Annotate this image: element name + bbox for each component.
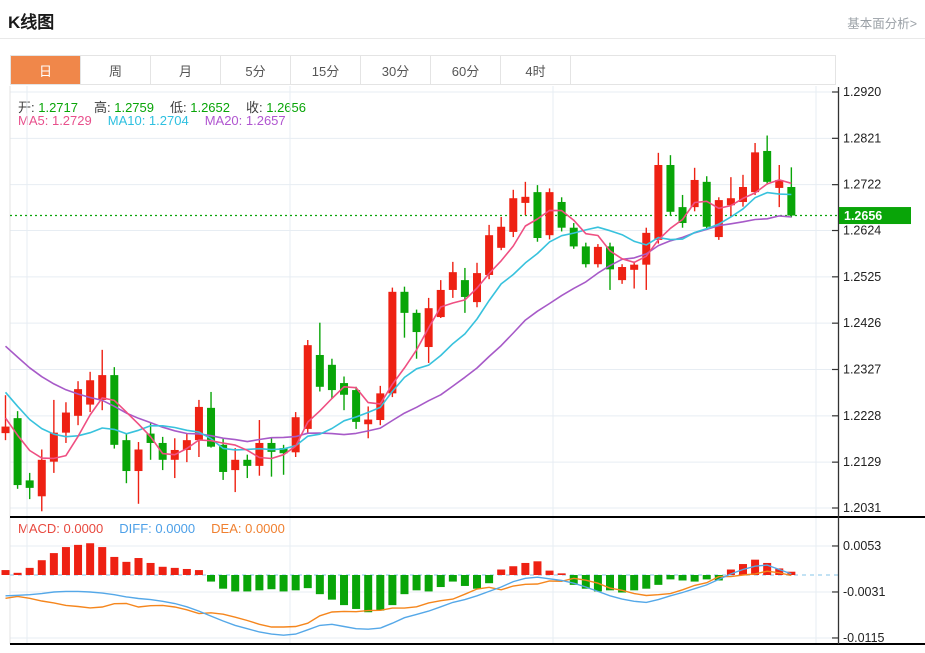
legend-item: 高: 1.2759 (94, 97, 154, 116)
axis-label: 1.2031 (843, 501, 881, 515)
legend-item: MACD: 0.0000 (18, 521, 103, 536)
axis-label: 1.2722 (843, 178, 881, 192)
legend-item: DIFF: 0.0000 (119, 521, 195, 536)
axis-label: 0.0053 (843, 539, 881, 553)
legend-item: DEA: 0.0000 (211, 521, 285, 536)
last-price-badge (839, 207, 911, 225)
axis-label: -0.0115 (843, 631, 885, 645)
tab-月[interactable]: 月 (151, 56, 221, 84)
chart-plot-area[interactable] (10, 86, 838, 644)
ohlc-legend: 开: 1.2717 高: 1.2759 低: 1.2652 收: 1.2656 (18, 97, 322, 116)
last-price-badge-text: 1.2656 (844, 209, 882, 223)
ma5-line (4, 179, 792, 460)
fundamental-analysis-link[interactable]: 基本面分析> (847, 17, 917, 31)
tab-日[interactable]: 日 (11, 56, 81, 84)
axis-label: 1.2920 (843, 85, 881, 99)
ma-legend: MA5: 1.2729 MA10: 1.2704 MA20: 1.2657 (18, 113, 302, 128)
page-title: K线图 (8, 13, 55, 32)
tab-5分[interactable]: 5分 (221, 56, 291, 84)
candles-layer (1, 135, 796, 512)
axis-label: 1.2525 (843, 270, 881, 284)
legend-item: 低: 1.2652 (170, 97, 230, 116)
axis-label: 1.2821 (843, 131, 881, 145)
title-divider (0, 38, 925, 39)
diff-line (5, 564, 792, 636)
axis-label: 1.2426 (843, 316, 881, 330)
period-tabstrip: 日周月 5分 15分 30分 60分 4时 (10, 55, 836, 85)
axis-label: 1.2624 (843, 224, 881, 238)
tab-30分[interactable]: 30分 (361, 56, 431, 84)
tab-15分[interactable]: 15分 (291, 56, 361, 84)
tab-4时[interactable]: 4时 (501, 56, 571, 84)
legend-item: MA20: 1.2657 (205, 113, 286, 128)
tab-周[interactable]: 周 (81, 56, 151, 84)
axis-label: -0.0031 (843, 585, 885, 599)
axis-label: 1.2228 (843, 409, 881, 423)
legend-item: MA10: 1.2704 (108, 113, 189, 128)
legend-item: MA5: 1.2729 (18, 113, 92, 128)
dea-line (5, 570, 792, 628)
tab-60分[interactable]: 60分 (431, 56, 501, 84)
axis-label: 1.2327 (843, 362, 881, 376)
ma20-line (4, 215, 792, 443)
axis-label: 1.2129 (843, 455, 881, 469)
legend-item: 收: 1.2656 (246, 97, 306, 116)
legend-item: 开: 1.2717 (18, 97, 78, 116)
macd-legend: MACD: 0.0000 DIFF: 0.0000 DEA: 0.0000 (18, 521, 301, 536)
